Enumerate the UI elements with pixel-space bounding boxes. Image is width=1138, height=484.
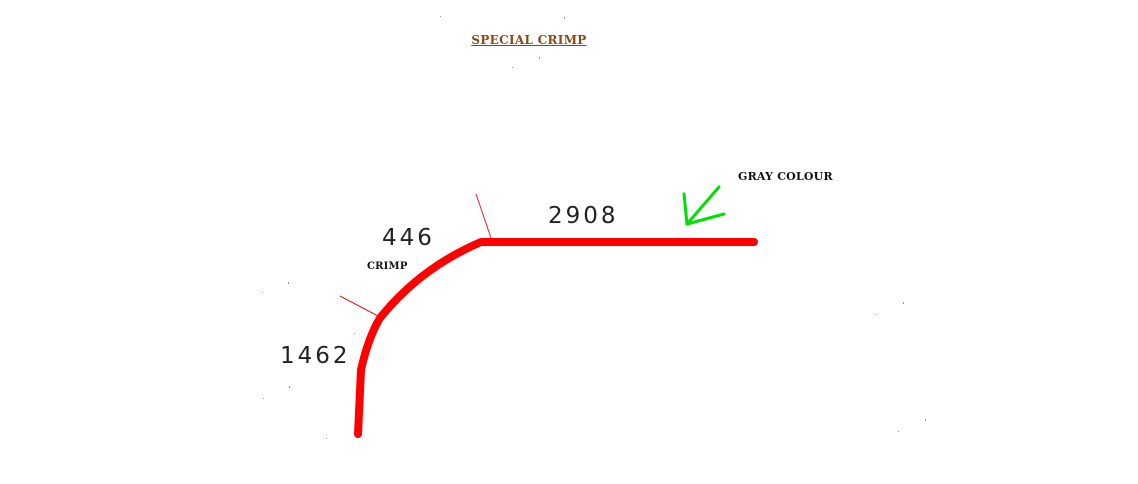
dimension-side: 1462 (280, 343, 351, 369)
dimension-crimp: 446 (382, 225, 435, 251)
arrow-icon (682, 185, 726, 226)
segment-tick-side (339, 295, 379, 317)
crimp-note: CRIMP (367, 261, 408, 272)
colour-note: GRAY COLOUR (738, 170, 833, 183)
profile-line (354, 238, 758, 438)
drawing-title: SPECIAL CRIMP (471, 33, 587, 47)
segment-tick-top (475, 193, 492, 239)
dimension-top: 2908 (548, 203, 619, 229)
stray-marks (262, 16, 926, 439)
